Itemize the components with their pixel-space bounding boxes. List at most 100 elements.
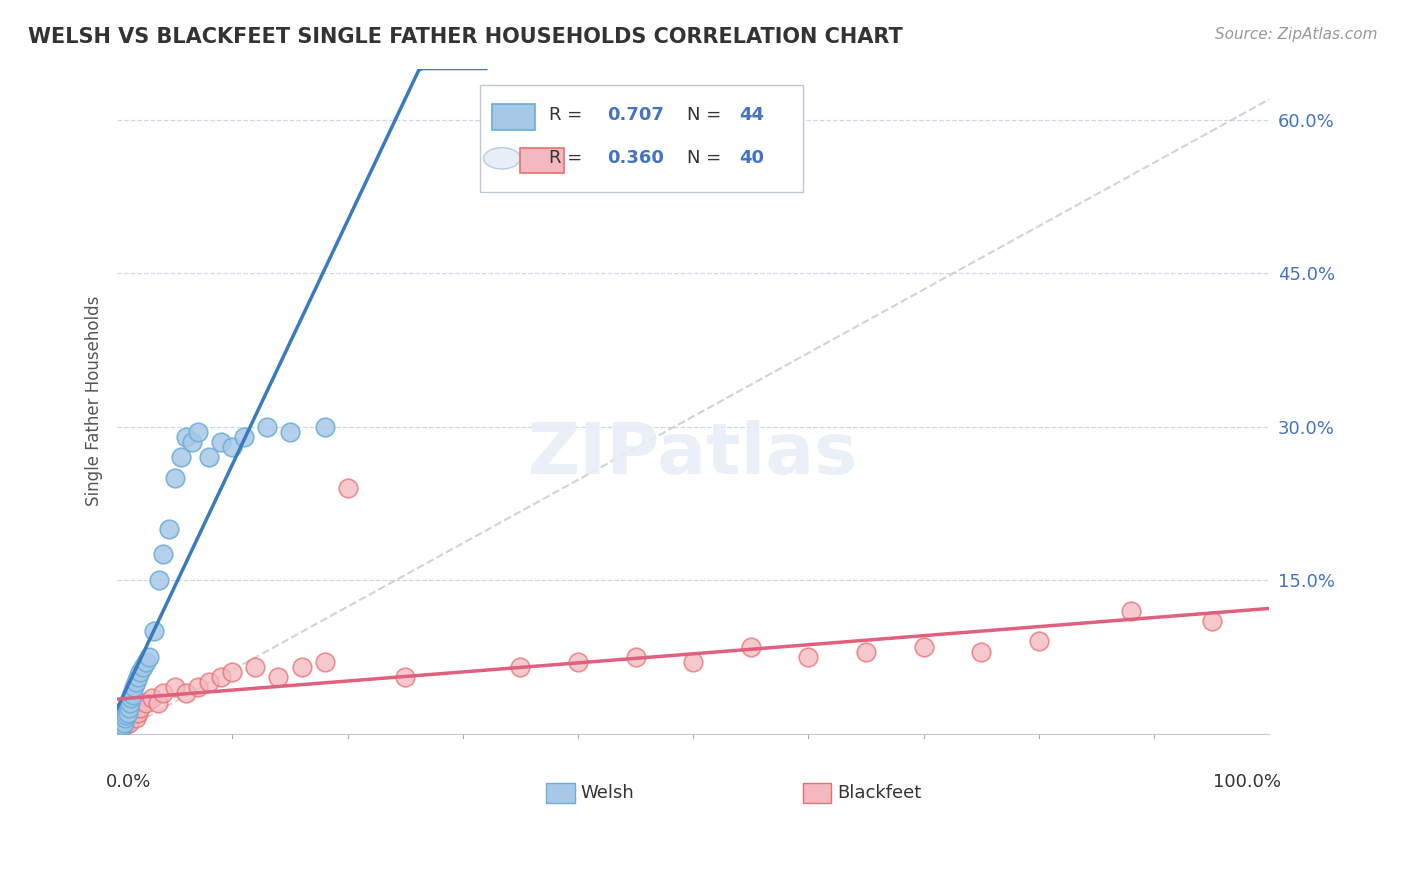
Bar [546, 783, 575, 804]
Point [111, 716, 134, 731]
Point [314, 655, 336, 669]
Text: N =: N = [688, 149, 727, 168]
Point [135, 696, 157, 710]
Point [146, 696, 169, 710]
Point [198, 675, 221, 690]
Point [127, 706, 149, 720]
Point [118, 701, 141, 715]
Point [108, 716, 131, 731]
Text: 0.360: 0.360 [607, 149, 664, 168]
Point [124, 681, 146, 695]
Point [740, 640, 762, 654]
Point [152, 685, 174, 699]
Point [267, 670, 290, 684]
Point [107, 722, 129, 736]
Point [181, 434, 204, 449]
Point [110, 714, 132, 729]
Point [129, 701, 152, 715]
Point [176, 685, 198, 699]
Point [314, 419, 336, 434]
Point [111, 714, 134, 729]
Point [1119, 604, 1142, 618]
Point [124, 711, 146, 725]
Text: Welsh: Welsh [581, 784, 634, 803]
Point [112, 706, 135, 720]
Point [290, 660, 312, 674]
Point [221, 440, 243, 454]
Point [970, 645, 993, 659]
Point [122, 701, 145, 715]
Point [256, 419, 278, 434]
Point [138, 649, 160, 664]
Text: WELSH VS BLACKFEET SINGLE FATHER HOUSEHOLDS CORRELATION CHART: WELSH VS BLACKFEET SINGLE FATHER HOUSEHO… [28, 27, 903, 46]
Y-axis label: Single Father Households: Single Father Households [86, 296, 103, 506]
Point [245, 660, 267, 674]
Point [682, 655, 704, 669]
Point [115, 708, 138, 723]
Point [278, 425, 301, 439]
Point [209, 434, 232, 449]
Point [163, 471, 186, 485]
Point [143, 624, 166, 639]
Point [131, 660, 153, 674]
Point [114, 704, 136, 718]
Point [135, 655, 157, 669]
Point [567, 655, 589, 669]
Point [855, 645, 877, 659]
Point [187, 425, 209, 439]
Point [114, 718, 136, 732]
Point [624, 649, 647, 664]
Text: Blackfeet: Blackfeet [837, 784, 921, 803]
Text: 100.0%: 100.0% [1213, 773, 1281, 791]
Point [176, 430, 198, 444]
Point [141, 690, 163, 705]
Point [336, 481, 359, 495]
Point [108, 718, 131, 732]
Point [112, 711, 135, 725]
Text: 0.0%: 0.0% [105, 773, 150, 791]
Point [797, 649, 820, 664]
Point [1201, 614, 1223, 628]
Point [169, 450, 191, 465]
Point [509, 660, 531, 674]
Point [117, 706, 139, 720]
Point [120, 706, 142, 720]
Point [394, 670, 416, 684]
Text: N =: N = [688, 106, 727, 124]
Point [111, 708, 134, 723]
Point [108, 718, 131, 732]
Point [124, 675, 146, 690]
Point [115, 708, 138, 723]
Point [209, 670, 232, 684]
Point [127, 670, 149, 684]
Point [148, 573, 170, 587]
Bar [520, 148, 564, 173]
Bar [803, 783, 831, 804]
Point [121, 685, 143, 699]
Point [122, 688, 145, 702]
Bar [492, 104, 536, 129]
Text: 40: 40 [740, 149, 765, 168]
Point [187, 681, 209, 695]
Point [110, 722, 132, 736]
Point [115, 701, 138, 715]
Point [111, 711, 134, 725]
Point [912, 640, 935, 654]
Point [118, 696, 141, 710]
Point [129, 665, 152, 680]
FancyBboxPatch shape [479, 85, 803, 192]
Point [118, 716, 141, 731]
Point [232, 430, 254, 444]
Point [198, 450, 221, 465]
Point [112, 716, 135, 731]
Text: ZIPatlas: ZIPatlas [529, 420, 858, 489]
Text: Source: ZipAtlas.com: Source: ZipAtlas.com [1215, 27, 1378, 42]
Text: 0.707: 0.707 [607, 106, 664, 124]
Point [163, 681, 186, 695]
Circle shape [484, 148, 520, 169]
Point [120, 690, 142, 705]
Text: R =: R = [550, 149, 588, 168]
Text: 44: 44 [740, 106, 765, 124]
Point [1028, 634, 1050, 648]
Point [152, 548, 174, 562]
